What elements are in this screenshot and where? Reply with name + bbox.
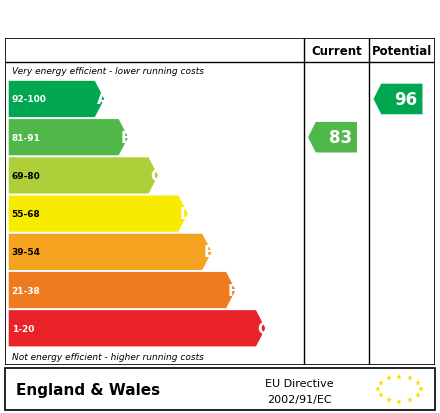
Text: 39-54: 39-54: [12, 248, 41, 257]
Text: 92-100: 92-100: [12, 95, 47, 104]
Text: C: C: [150, 169, 161, 183]
Polygon shape: [9, 82, 104, 118]
Text: 81-91: 81-91: [12, 133, 40, 142]
Text: 21-38: 21-38: [12, 286, 40, 295]
Text: England & Wales: England & Wales: [16, 382, 160, 397]
Text: EU Directive: EU Directive: [265, 379, 334, 389]
Text: E: E: [204, 245, 214, 260]
Text: Not energy efficient - higher running costs: Not energy efficient - higher running co…: [12, 352, 204, 361]
Text: B: B: [121, 131, 132, 145]
Text: D: D: [180, 206, 193, 222]
Polygon shape: [9, 196, 188, 232]
Polygon shape: [9, 311, 265, 347]
Text: 83: 83: [329, 129, 352, 147]
Polygon shape: [9, 120, 128, 156]
Text: 55-68: 55-68: [12, 210, 40, 218]
Text: A: A: [96, 92, 108, 107]
Polygon shape: [9, 158, 158, 194]
Polygon shape: [374, 85, 422, 115]
Text: Current: Current: [311, 45, 362, 57]
Bar: [5, 368, 435, 410]
Polygon shape: [9, 272, 235, 309]
Text: 1-20: 1-20: [12, 324, 34, 333]
Polygon shape: [308, 123, 357, 153]
Text: 96: 96: [395, 91, 418, 109]
Text: Potential: Potential: [372, 45, 432, 57]
Text: Energy Efficiency Rating: Energy Efficiency Rating: [76, 9, 364, 30]
Text: 2002/91/EC: 2002/91/EC: [267, 394, 331, 404]
Text: 69-80: 69-80: [12, 171, 40, 180]
Text: F: F: [228, 283, 238, 298]
Text: G: G: [258, 321, 270, 336]
Text: Very energy efficient - lower running costs: Very energy efficient - lower running co…: [12, 67, 204, 76]
Polygon shape: [9, 234, 212, 271]
